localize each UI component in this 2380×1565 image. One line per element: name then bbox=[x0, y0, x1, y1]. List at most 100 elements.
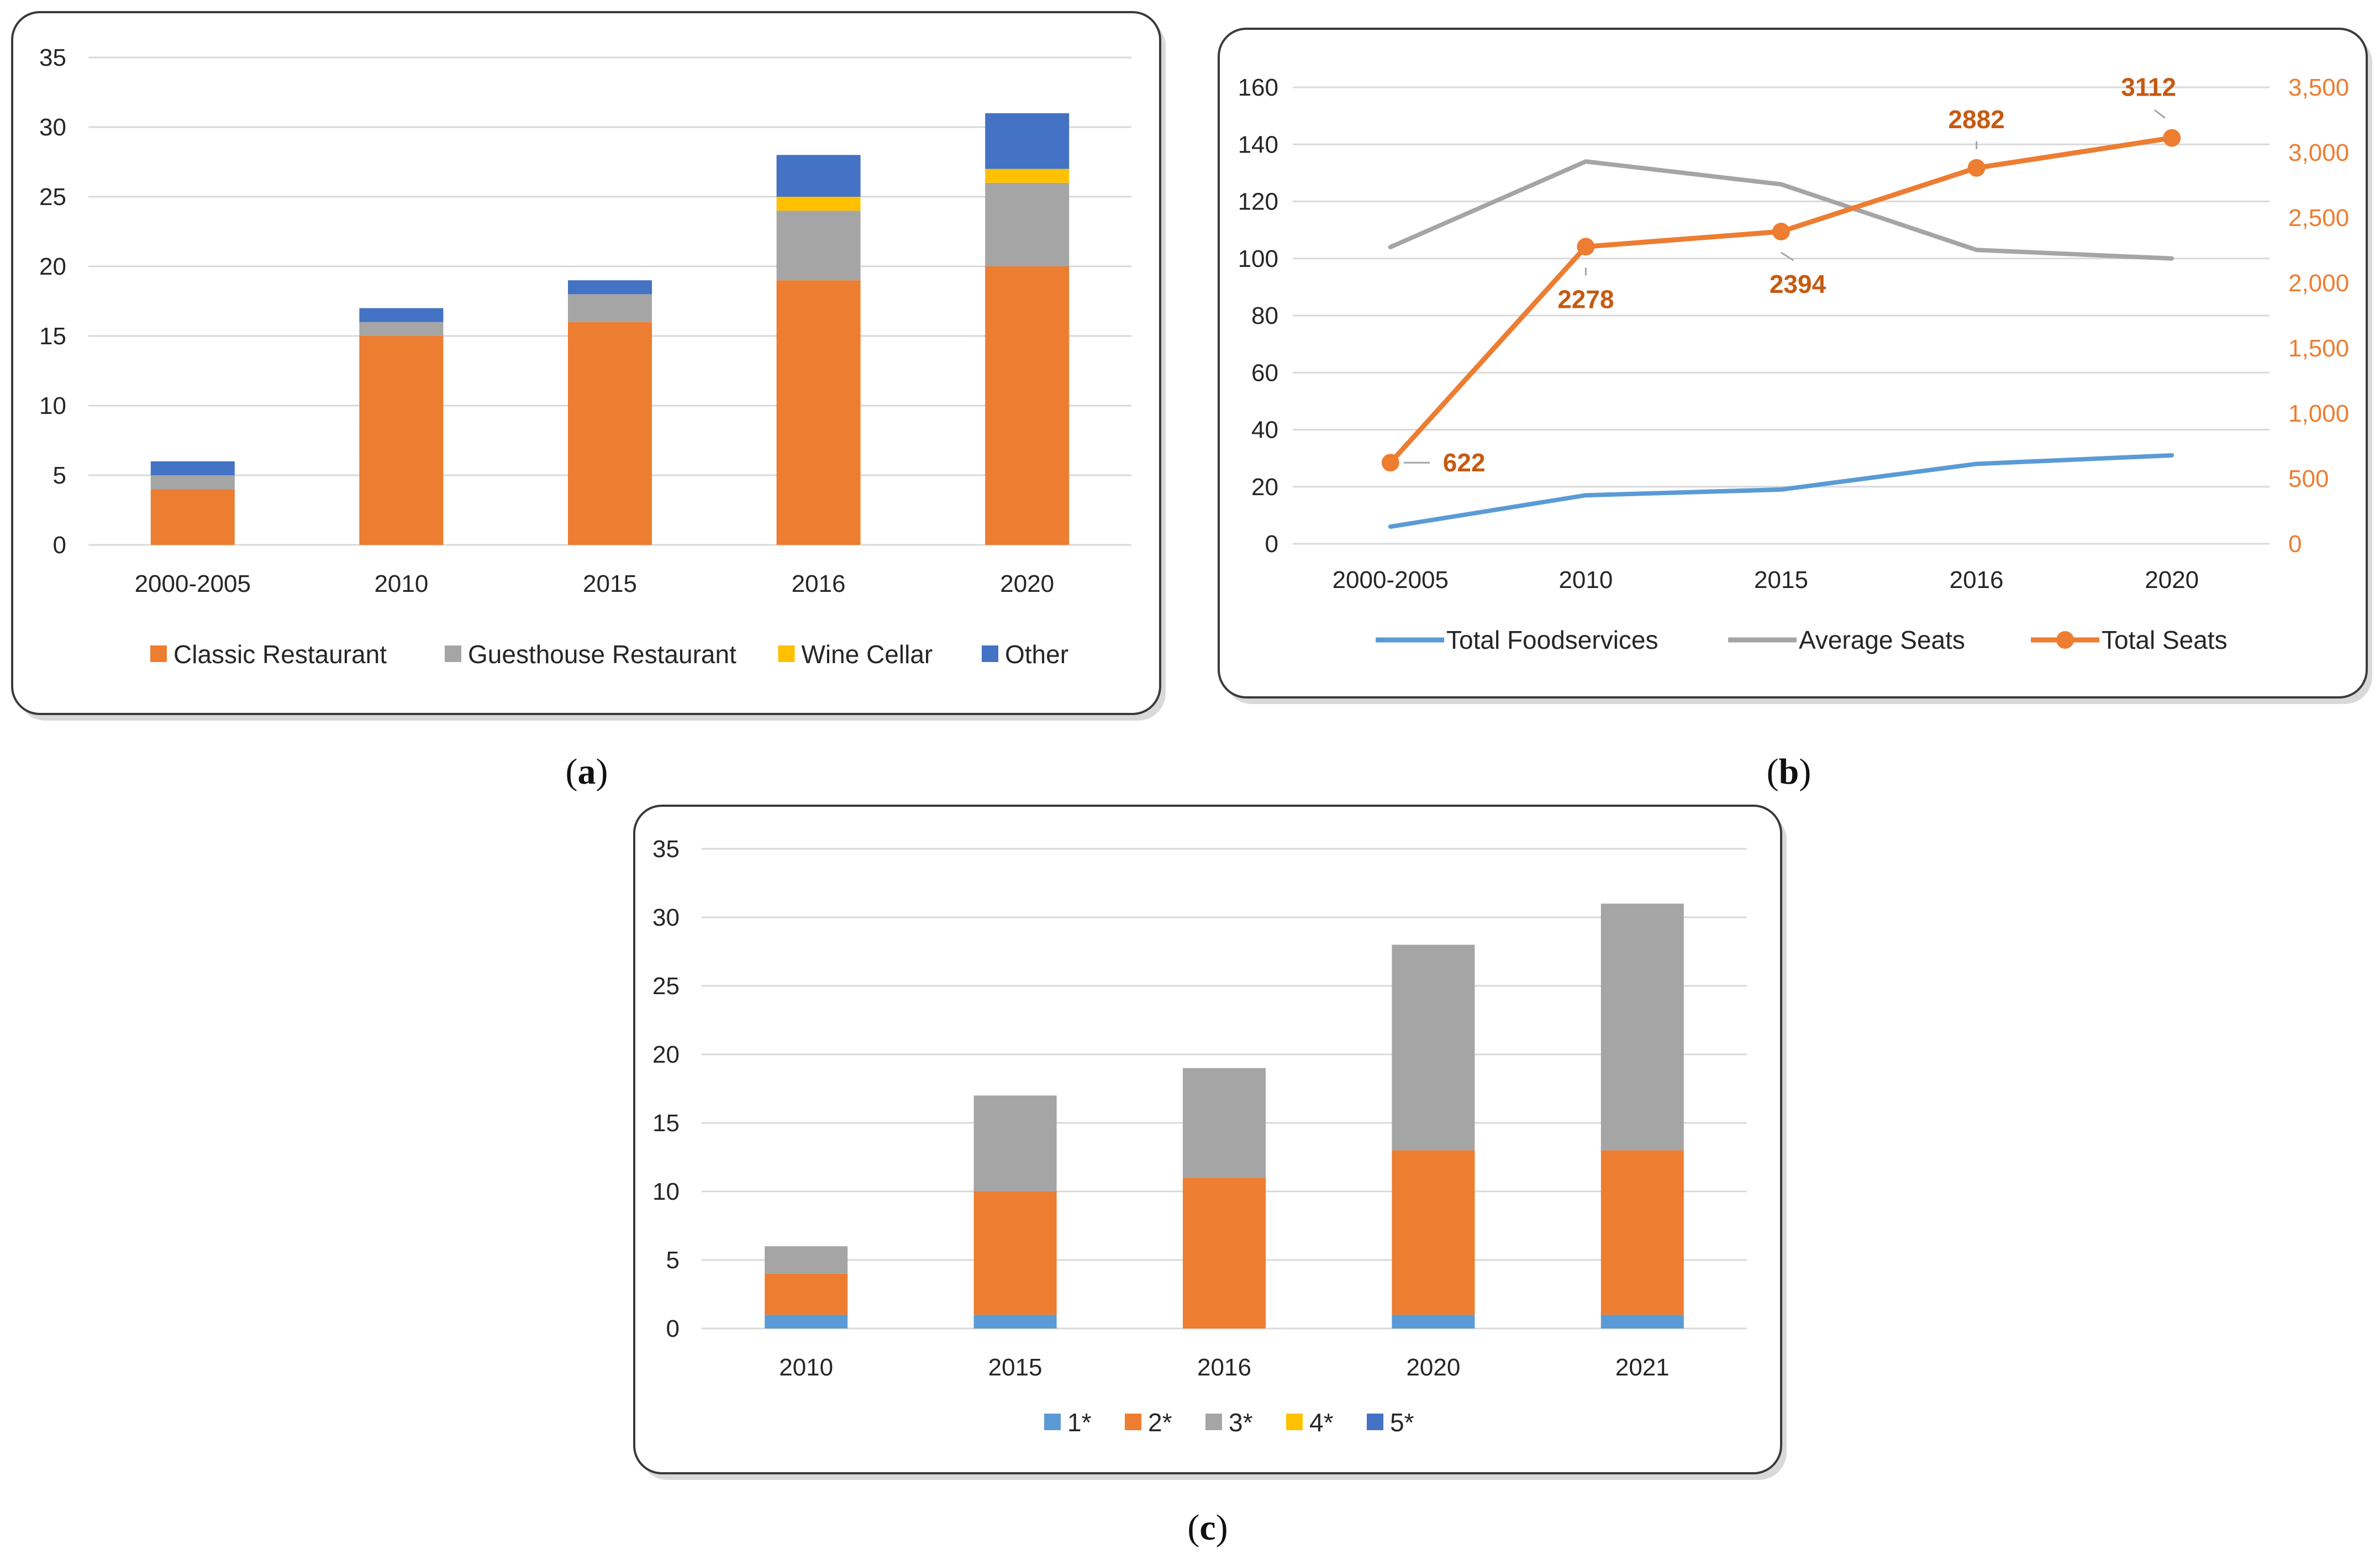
y-tick-label: 25 bbox=[652, 973, 680, 1000]
y-right-tick-label: 1,000 bbox=[2288, 400, 2349, 427]
x-tick-label: 2015 bbox=[988, 1354, 1042, 1381]
series-marker-total-seats bbox=[1772, 223, 1790, 241]
panel-label-c: (c) bbox=[1187, 1508, 1228, 1548]
y-left-tick-label: 140 bbox=[1238, 131, 1278, 158]
y-left-tick-label: 40 bbox=[1251, 417, 1278, 444]
bar-segment-classic-restaurant bbox=[150, 489, 235, 545]
y-right-tick-label: 2,500 bbox=[2288, 204, 2349, 232]
legend-swatch bbox=[1286, 1414, 1303, 1430]
x-tick-label: 2010 bbox=[374, 570, 428, 597]
y-left-tick-label: 120 bbox=[1238, 188, 1278, 216]
panel-label-a: (a) bbox=[566, 752, 608, 792]
chart-c-stacked-bar-star-ratings: 0 5 10 15 20 25 30 35 2010 2015 2016 2020 2021 1* 2* 3*… bbox=[652, 836, 1747, 1437]
legend-label: Wine Cellar bbox=[802, 640, 933, 669]
series-marker-total-seats bbox=[1381, 454, 1399, 472]
legend-label: 2* bbox=[1148, 1408, 1172, 1437]
data-label-leader bbox=[1781, 251, 1794, 261]
bar-segment-1- bbox=[1600, 1315, 1684, 1328]
legend-label: 1* bbox=[1067, 1408, 1092, 1437]
x-tick-label: 2015 bbox=[583, 570, 637, 597]
legend-swatch bbox=[1044, 1414, 1061, 1430]
y-left-tick-label: 20 bbox=[1251, 474, 1278, 501]
bar-segment-guesthouse-restaurant bbox=[776, 211, 861, 281]
y-left-tick-label: 100 bbox=[1238, 245, 1278, 272]
series-line-total-foodservices bbox=[1388, 453, 2174, 529]
x-tick-label: 2020 bbox=[1406, 1354, 1460, 1381]
legend-label: Guesthouse Restaurant bbox=[468, 640, 736, 669]
y-tick-label: 15 bbox=[652, 1110, 680, 1137]
series-marker-total-seats bbox=[1577, 238, 1595, 256]
data-label-total-seats: 2882 bbox=[1948, 105, 2004, 134]
legend-swatch bbox=[982, 645, 998, 662]
x-tick-label: 2016 bbox=[1950, 566, 2004, 594]
x-tick-label: 2000-2005 bbox=[1333, 566, 1449, 594]
x-tick-label: 2021 bbox=[1615, 1354, 1670, 1381]
bar-segment-guesthouse-restaurant bbox=[150, 475, 235, 490]
panel-labels: (a) (b)(c) bbox=[566, 752, 1812, 1548]
legend-label: 4* bbox=[1309, 1408, 1334, 1437]
y-right-tick-label: 2,000 bbox=[2288, 270, 2349, 297]
bar-segment-2- bbox=[1183, 1178, 1266, 1328]
y-tick-label: 15 bbox=[39, 323, 66, 350]
y-tick-label: 35 bbox=[39, 44, 66, 71]
bar-segment-1- bbox=[1392, 1315, 1475, 1328]
y-left-tick-label: 160 bbox=[1238, 74, 1278, 101]
bar-segment-wine-cellar bbox=[985, 169, 1070, 183]
legend-marker bbox=[2056, 631, 2074, 649]
x-tick-label: 2000-2005 bbox=[135, 570, 251, 597]
y-tick-label: 35 bbox=[652, 836, 680, 863]
y-tick-label: 0 bbox=[53, 532, 66, 559]
panel-label-letter: c bbox=[1199, 1508, 1215, 1548]
y-left-tick-label: 60 bbox=[1251, 359, 1278, 386]
legend-label: Classic Restaurant bbox=[173, 640, 387, 669]
panel-label-paren: ( bbox=[1187, 1508, 1199, 1548]
bar-segment-1- bbox=[765, 1315, 848, 1328]
bar-segment-2- bbox=[973, 1191, 1057, 1315]
bar-segment-guesthouse-restaurant bbox=[985, 182, 1070, 266]
legend-label: 3* bbox=[1229, 1408, 1253, 1437]
y-tick-label: 20 bbox=[652, 1041, 680, 1068]
y-right-tick-label: 0 bbox=[2288, 531, 2302, 558]
panel-label-paren: ( bbox=[566, 752, 578, 792]
y-right-tick-label: 500 bbox=[2288, 465, 2329, 492]
legend-swatch bbox=[445, 645, 461, 662]
bar-segment-other bbox=[776, 155, 861, 197]
y-tick-label: 5 bbox=[53, 462, 66, 489]
panel-label-paren: ) bbox=[1216, 1508, 1228, 1548]
legend-label: Other bbox=[1005, 640, 1068, 669]
legend-swatch bbox=[1205, 1414, 1222, 1430]
data-label-leader bbox=[2153, 109, 2166, 119]
legend-swatch bbox=[778, 645, 795, 662]
y-tick-label: 10 bbox=[652, 1178, 680, 1205]
x-tick-label: 2016 bbox=[1197, 1354, 1251, 1381]
bar-segment-guesthouse-restaurant bbox=[359, 322, 444, 336]
y-tick-label: 20 bbox=[39, 253, 66, 280]
y-tick-label: 30 bbox=[39, 114, 66, 141]
y-right-tick-label: 3,000 bbox=[2288, 139, 2349, 166]
data-label-total-seats: 622 bbox=[1443, 448, 1486, 477]
panel-label-paren: ) bbox=[1799, 752, 1811, 792]
panel-label-paren: ) bbox=[596, 752, 608, 792]
panel-label-b: (b) bbox=[1767, 752, 1812, 792]
panel-label-letter: a bbox=[578, 752, 596, 792]
chart-a-stacked-bar-foodservice-types: 0 5 10 15 20 25 30 35 2000-2005 2010 2015 2016 2020 C… bbox=[39, 44, 1131, 669]
series-marker-total-seats bbox=[2163, 129, 2181, 147]
bar-segment-3- bbox=[1600, 904, 1684, 1151]
bar-segment-3- bbox=[765, 1246, 848, 1274]
data-label-total-seats: 3112 bbox=[2121, 73, 2176, 102]
y-tick-label: 25 bbox=[39, 183, 66, 211]
bar-segment-1- bbox=[973, 1315, 1057, 1328]
bar-segment-classic-restaurant bbox=[568, 322, 652, 545]
bar-segment-other bbox=[150, 461, 235, 475]
legend-swatch bbox=[1367, 1414, 1383, 1430]
panel-b-frame bbox=[1218, 28, 2368, 699]
y-right-tick-label: 1,500 bbox=[2288, 335, 2349, 362]
y-tick-label: 30 bbox=[652, 904, 680, 931]
bar-segment-3- bbox=[1183, 1068, 1266, 1178]
bar-segment-wine-cellar bbox=[776, 197, 861, 211]
bar-segment-classic-restaurant bbox=[985, 266, 1070, 545]
bar-segment-2- bbox=[1392, 1150, 1475, 1315]
x-tick-label: 2010 bbox=[779, 1354, 833, 1381]
y-tick-label: 5 bbox=[666, 1247, 680, 1274]
